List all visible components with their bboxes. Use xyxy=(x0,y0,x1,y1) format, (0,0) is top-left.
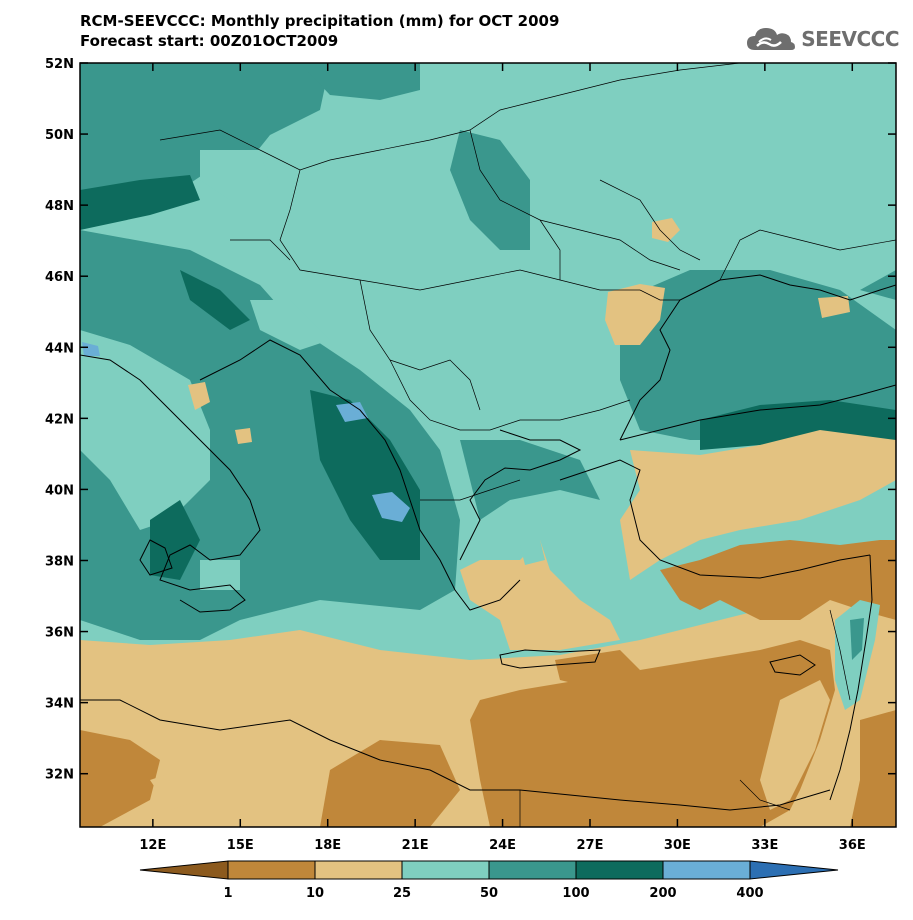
colorbar-label: 25 xyxy=(393,886,411,901)
field-200-400 xyxy=(82,342,410,522)
field-50-100-levant xyxy=(850,618,864,660)
colorbar-swatch xyxy=(227,860,316,880)
colorbar-label: 50 xyxy=(480,886,498,901)
cloud-logo-icon xyxy=(747,28,796,50)
lon-tick-label: 30E xyxy=(664,838,691,853)
lat-tick-label: 52N xyxy=(45,57,74,72)
lon-tick-label: 27E xyxy=(577,838,604,853)
colorbar-label: 100 xyxy=(562,886,589,901)
logo-text: SEEVCCC xyxy=(801,27,899,51)
colorbar-swatch xyxy=(314,860,403,880)
map-frame xyxy=(79,62,897,828)
colorbar-min-arrow xyxy=(139,860,229,880)
field-10-25-inner xyxy=(150,680,830,810)
lat-tick-label: 36N xyxy=(45,626,74,641)
seevccc-logo: SEEVCCC xyxy=(745,24,899,54)
lon-tick-label: 21E xyxy=(402,838,429,853)
coastlines xyxy=(80,274,896,811)
colorbar-swatch xyxy=(662,860,751,880)
lat-tick-label: 42N xyxy=(45,412,74,427)
field-25-50-patches xyxy=(80,150,330,590)
colorbar-swatch xyxy=(401,860,490,880)
colorbar-swatch xyxy=(575,860,664,880)
map-field xyxy=(80,63,896,827)
lon-tick-label: 36E xyxy=(839,838,866,853)
colorbar-label: 200 xyxy=(649,886,676,901)
lon-tick-label: 33E xyxy=(751,838,778,853)
lon-tick-label: 15E xyxy=(227,838,254,853)
colorbar-swatch xyxy=(488,860,577,880)
lat-tick-label: 40N xyxy=(45,483,74,498)
map-title: RCM-SEEVCCC: Monthly precipitation (mm) … xyxy=(80,12,560,30)
lon-tick-label: 12E xyxy=(139,838,166,853)
lon-tick-label: 18E xyxy=(314,838,341,853)
colorbar-max-arrow xyxy=(749,860,839,880)
lat-tick-label: 34N xyxy=(45,697,74,712)
lat-axis: 52N 50N 48N 46N 44N 42N 40N 38N 36N 34N 32N xyxy=(45,57,896,783)
lat-tick-label: 46N xyxy=(45,270,74,285)
lat-tick-label: 38N xyxy=(45,554,74,569)
colorbar-label: 400 xyxy=(736,886,763,901)
colorbar-label: 1 xyxy=(223,886,232,901)
borders xyxy=(159,63,896,827)
colorbar: 1 10 25 50 100 200 400 xyxy=(139,860,839,901)
lat-tick-label: 50N xyxy=(45,128,74,143)
colorbar-label: 10 xyxy=(306,886,324,901)
lat-tick-label: 48N xyxy=(45,199,74,214)
lat-tick-label: 44N xyxy=(45,341,74,356)
lon-axis: 12E 15E 18E 21E 24E 27E 30E 33E 36E xyxy=(139,63,866,853)
lon-tick-label: 24E xyxy=(489,838,516,853)
map-subtitle: Forecast start: 00Z01OCT2009 xyxy=(80,32,339,50)
lat-tick-label: 32N xyxy=(45,768,74,783)
field-1-10 xyxy=(80,540,896,827)
